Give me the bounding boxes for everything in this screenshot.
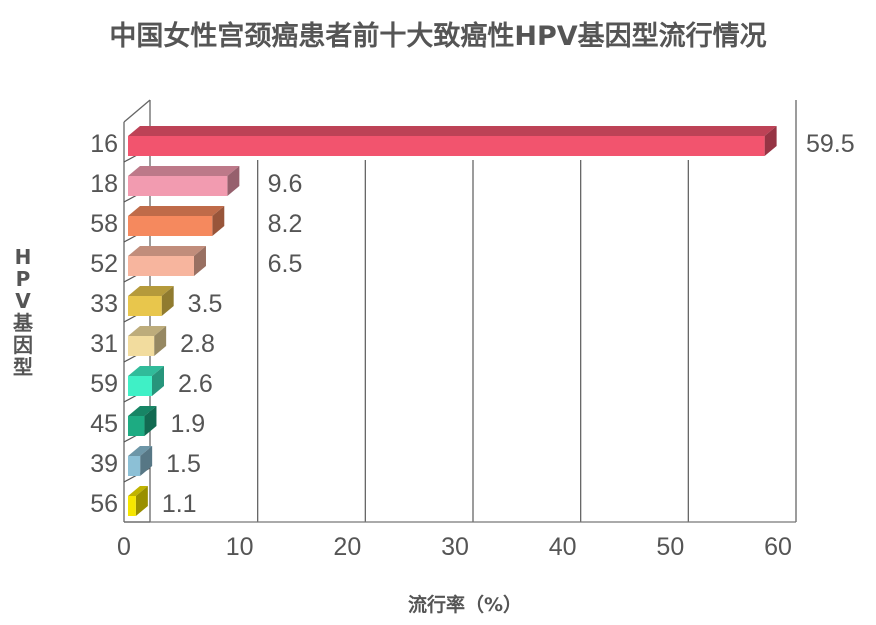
value-label: 3.5	[188, 290, 223, 318]
y-axis-label-char: 型	[13, 355, 33, 379]
y-axis-label-char: 基	[13, 311, 33, 335]
bar-16	[128, 126, 777, 156]
category-label: 31	[90, 330, 118, 358]
bar-39	[128, 446, 153, 476]
category-label: 52	[90, 250, 118, 278]
value-label: 59.5	[806, 130, 855, 158]
bar-33	[128, 286, 174, 316]
bar-31	[128, 326, 167, 356]
value-label: 2.8	[180, 330, 215, 358]
x-axis-label: 流行率（%）	[407, 594, 523, 616]
x-tick-label: 0	[117, 533, 131, 561]
x-tick-label: 50	[656, 533, 684, 561]
gridlines	[257, 100, 797, 522]
value-labels: 59.5 9.6 8.2 6.5 3.5 2.8 2.6 1.9 1.5 1.1	[162, 130, 855, 518]
value-label: 6.5	[268, 250, 303, 278]
x-tick-label: 30	[441, 533, 469, 561]
category-label: 59	[90, 370, 118, 398]
value-label: 2.6	[178, 370, 213, 398]
category-label: 18	[90, 170, 118, 198]
value-label: 1.5	[166, 450, 201, 478]
value-label: 1.9	[170, 410, 205, 438]
x-tick-labels: 0 10 20 30 40 50 60	[117, 533, 792, 561]
axis-walls	[123, 99, 796, 523]
category-label: 45	[90, 410, 118, 438]
bar-52	[128, 246, 206, 276]
x-tick-label: 60	[764, 533, 792, 561]
bar-59	[128, 366, 164, 396]
category-labels: 16 18 58 52 33 31 59 45 39 56	[90, 130, 118, 518]
chart-title: 中国女性宫颈癌患者前十大致癌性HPV基因型流行情况	[109, 21, 767, 52]
bar-18	[128, 166, 240, 196]
bar-45	[128, 406, 157, 436]
value-label: 9.6	[268, 170, 303, 198]
category-label: 33	[90, 290, 118, 318]
value-label: 1.1	[162, 490, 197, 518]
category-label: 39	[90, 450, 118, 478]
bar-56	[128, 486, 148, 516]
category-label: 58	[90, 210, 118, 238]
bar-58	[128, 206, 225, 236]
y-axis-label-char: P	[15, 267, 31, 291]
x-tick-label: 10	[226, 533, 254, 561]
category-label: 16	[90, 130, 118, 158]
y-axis-label-char: V	[15, 289, 31, 313]
bars	[128, 126, 777, 516]
category-label: 56	[90, 490, 118, 518]
value-label: 8.2	[268, 210, 303, 238]
x-tick-label: 40	[549, 533, 577, 561]
x-tick-label: 20	[333, 533, 361, 561]
y-axis-label-char: H	[14, 245, 32, 269]
y-axis-label-char: 因	[13, 333, 33, 357]
